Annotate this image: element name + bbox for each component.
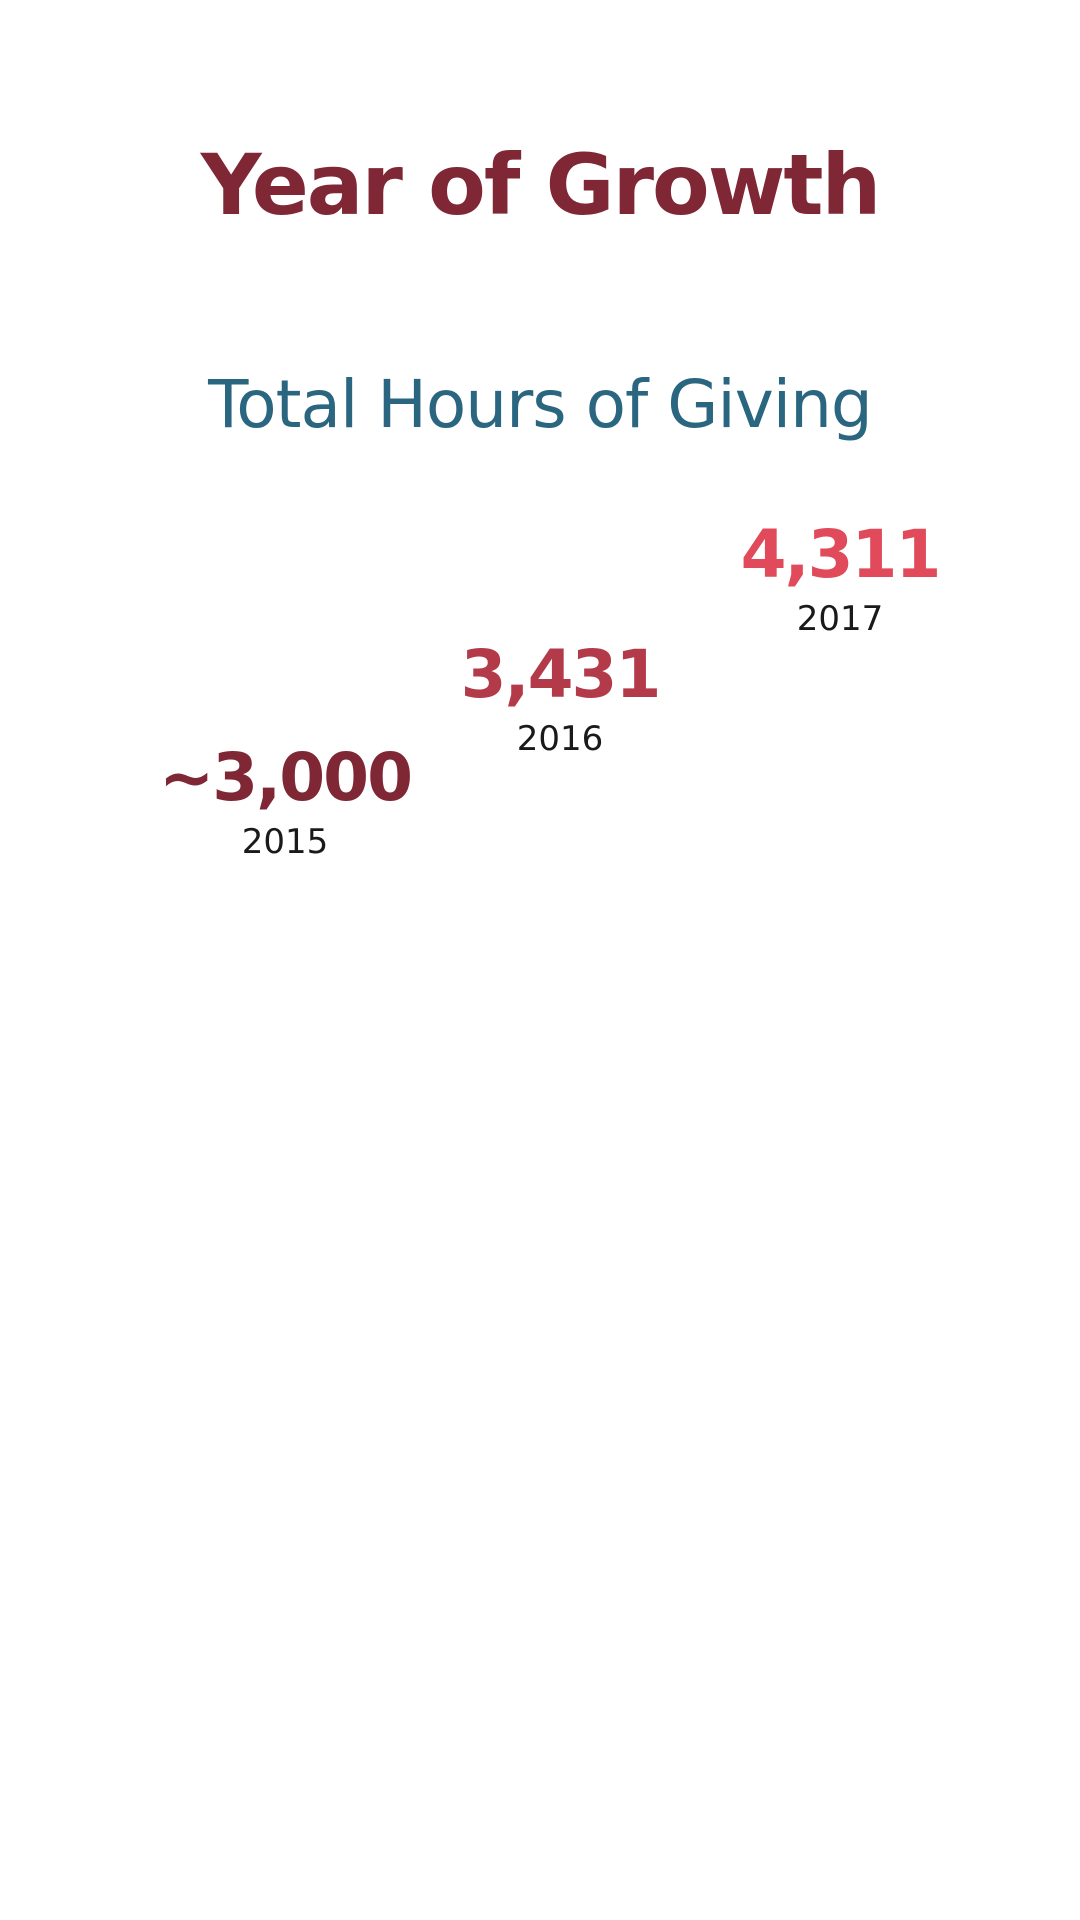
stat-year: 2017 xyxy=(796,599,884,639)
stat-year: 2016 xyxy=(516,719,604,759)
page-title: Year of Growth xyxy=(200,136,882,234)
page-subtitle: Total Hours of Giving xyxy=(208,366,873,443)
stat-2016: 3,431 2016 xyxy=(420,635,700,761)
stat-year: 2015 xyxy=(241,822,329,862)
stat-value: ~3,000 xyxy=(158,739,413,816)
stat-value: 4,311 xyxy=(740,516,942,593)
stat-2017: 4,311 2017 xyxy=(700,515,980,641)
stat-value: 3,431 xyxy=(460,636,662,713)
stat-2015: ~3,000 2015 xyxy=(140,738,430,864)
